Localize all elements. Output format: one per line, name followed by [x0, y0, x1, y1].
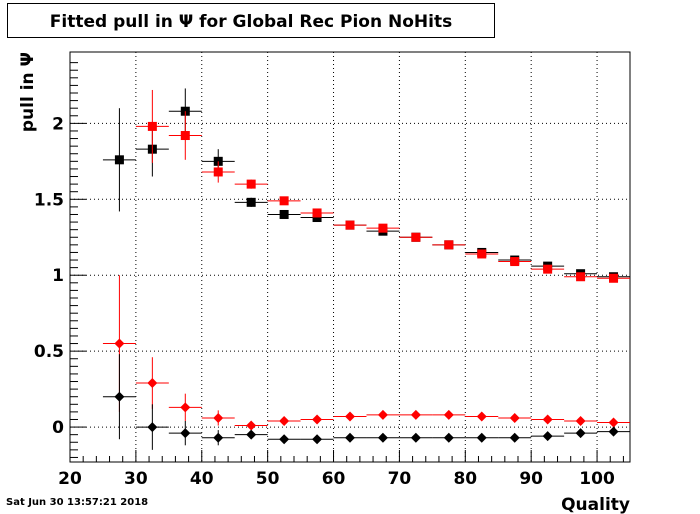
square-marker — [246, 179, 256, 189]
square-marker — [378, 223, 388, 233]
square-marker — [609, 273, 619, 283]
square-marker — [147, 121, 157, 131]
grid — [70, 52, 630, 462]
diamond-marker — [279, 416, 290, 426]
diamond-marker — [345, 411, 355, 422]
y-tick-label: 0.5 — [34, 342, 64, 362]
x-tick-label: 30 — [124, 469, 148, 489]
diamond-marker — [542, 431, 553, 442]
x-tick-label: 60 — [322, 469, 346, 489]
square-marker — [444, 240, 454, 250]
square-marker — [477, 249, 487, 259]
x-tick-label: 90 — [519, 469, 543, 489]
square-marker — [312, 208, 322, 218]
y-tick-label: 2 — [52, 114, 64, 134]
x-tick-label: 100 — [579, 469, 615, 489]
plot-frame — [69, 51, 631, 463]
diamond-marker — [575, 416, 586, 426]
y-tick-label: 1 — [52, 266, 64, 286]
diamond-marker — [147, 422, 158, 433]
diamond-marker — [542, 414, 553, 425]
square-marker — [279, 196, 289, 206]
square-marker — [576, 272, 586, 282]
chart-title-box: Fitted pull in Ψ for Global Rec Pion NoH… — [7, 3, 495, 38]
y-tick-label: 0 — [52, 418, 64, 438]
diamond-marker — [443, 432, 454, 443]
diamond-marker — [608, 426, 619, 437]
square-marker — [114, 155, 124, 165]
square-marker — [180, 131, 190, 141]
x-tick-label: 40 — [190, 469, 214, 489]
diamond-marker — [377, 432, 388, 443]
square-marker — [213, 167, 223, 177]
diamond-marker — [312, 434, 323, 445]
diamond-marker — [213, 412, 224, 423]
square-marker — [411, 232, 421, 242]
square-marker — [345, 220, 355, 230]
square-marker — [510, 257, 520, 267]
diamond-marker — [180, 428, 191, 439]
x-tick-label: 80 — [453, 469, 477, 489]
y-axis-label: pull in Ψ — [18, 52, 38, 132]
data-points — [102, 88, 630, 450]
diamond-marker — [509, 412, 520, 423]
diamond-marker — [246, 420, 257, 431]
y-tick-label: 1.5 — [34, 190, 64, 210]
diamond-marker — [213, 432, 224, 443]
diamond-marker — [345, 432, 355, 443]
axes: 20 30 40 50 60 70 80 90 100 0 0.5 1 1.5 2 — [34, 62, 624, 489]
diamond-marker — [180, 402, 191, 413]
diamond-marker — [246, 429, 257, 440]
diamond-marker — [476, 432, 487, 443]
square-marker — [312, 213, 322, 223]
square-marker — [246, 197, 256, 207]
diamond-marker — [509, 432, 520, 443]
diamond-marker — [377, 409, 388, 420]
x-tick-label: 50 — [256, 469, 280, 489]
diamond-marker — [147, 378, 158, 389]
square-marker — [279, 209, 289, 219]
diamond-marker — [312, 414, 323, 425]
diamond-marker — [410, 409, 421, 420]
diamond-marker — [575, 428, 586, 439]
diamond-marker — [114, 391, 125, 402]
x-tick-label: 20 — [58, 469, 82, 489]
diamond-marker — [279, 434, 290, 445]
timestamp: Sat Jun 30 13:57:21 2018 — [6, 497, 149, 508]
x-axis-label: Quality — [561, 495, 630, 514]
chart-title: Fitted pull in Ψ for Global Rec Pion NoH… — [49, 12, 453, 32]
diamond-marker — [410, 432, 421, 443]
diamond-marker — [608, 417, 619, 428]
square-marker — [543, 264, 553, 274]
diamond-marker — [114, 338, 125, 349]
diamond-marker — [476, 411, 487, 422]
diamond-marker — [443, 409, 454, 420]
x-tick-label: 70 — [388, 469, 412, 489]
